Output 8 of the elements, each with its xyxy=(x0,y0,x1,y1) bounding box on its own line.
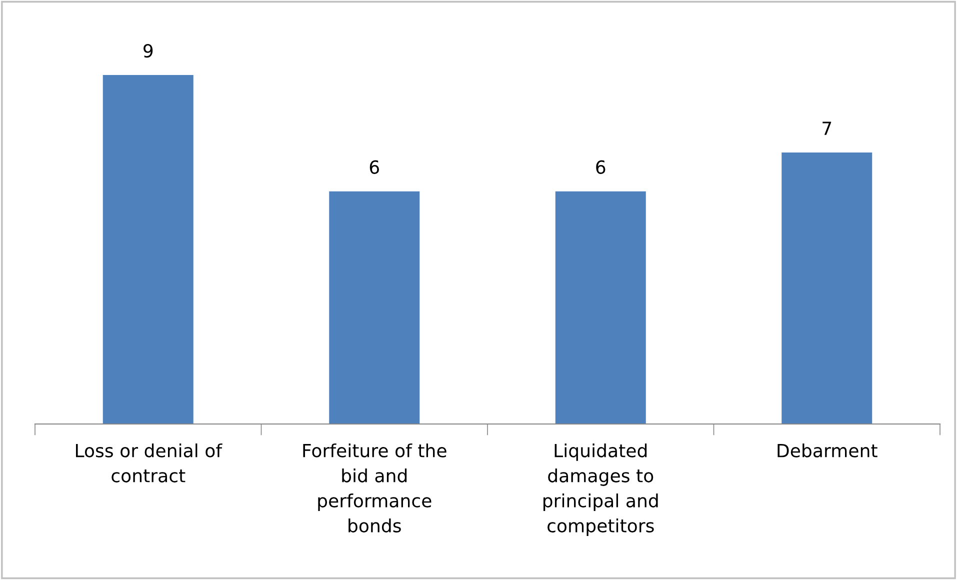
x-tick-label: Liquidated damages to principal and competitors xyxy=(543,443,658,536)
data-label: 7 xyxy=(822,122,832,135)
data-label: 9 xyxy=(144,44,153,58)
x-tick-label: Loss or denial of contract xyxy=(76,443,222,482)
data-label: 6 xyxy=(596,160,606,174)
data-label: 6 xyxy=(370,160,379,174)
x-tick-label: Debarment xyxy=(778,443,878,458)
x-tick-label: Forfeiture of the bid and performance bonds xyxy=(303,443,446,532)
